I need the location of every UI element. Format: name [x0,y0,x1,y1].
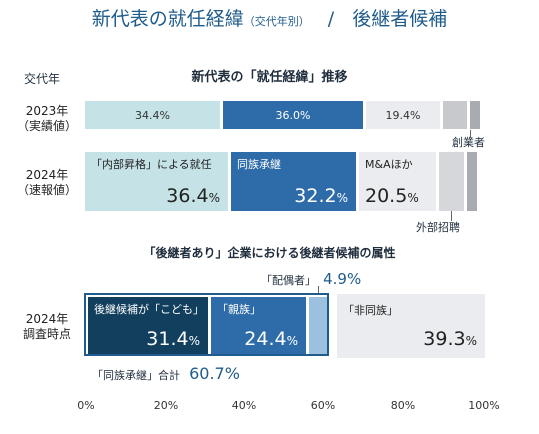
callout-spouse-value: 4.9% [323,270,362,288]
family-total-label: 「同族承継」合計 [92,369,180,382]
row-label-2023: 2023年 （実績値） [14,104,80,134]
bar-2024-family-name: 同族承継 [237,158,281,171]
bar-children-name: 後継候補が「こども」 [94,303,204,316]
column-header: 交代年 [24,72,61,86]
row-label-2023-year: 2023年 [25,104,69,118]
bar-2023-ma: 19.4% [366,101,440,129]
bar-2023-ma-label: 19.4% [385,108,421,122]
bar-relatives-number: 24.4 [244,328,287,350]
bar-2023-external [443,101,467,129]
bar-2023-internal-label: 34.4% [135,108,170,122]
bar-relatives-name: 「親族」 [217,303,261,316]
bar-2024-ma-number: 20.5 [365,185,408,207]
title-right: 後継者候補 [352,8,448,30]
x-tick-0: 0% [77,399,95,412]
x-tick-40: 40% [231,399,257,412]
row-label-survey: 2024年 調査時点 [14,312,80,342]
x-tick-60: 60% [310,399,336,412]
bar-2023-family: 36.0% [223,101,363,129]
pct-sign: % [336,191,348,205]
row-label-2024: 2024年 （速報値） [14,168,80,198]
bar-2023-founder [470,101,480,129]
label-founder: 創業者 [452,136,485,149]
row-label-survey-note: 調査時点 [22,327,71,341]
chart2-title: 「後継者あり」企業における後継者候補の属性 [143,246,396,260]
title-main: 新代表の就任経緯 [91,8,244,30]
pct-sign: % [188,334,200,348]
row-label-survey-year: 2024年 [25,312,69,326]
external-leader-line [451,211,452,221]
callout-spouse-name: 「配偶者」 [261,274,316,287]
bar-2024-founder [467,152,477,211]
bar-2024-family-value: 32.2% [294,185,348,207]
row-label-2024-note: （速報値） [16,183,77,197]
bar-2024-internal: 「内部昇格」による就任 36.4% [85,152,228,211]
spouse-leader-line [318,286,319,294]
row-label-2024-year: 2024年 [25,168,69,182]
bar-2024-internal-number: 36.4 [166,185,209,207]
page-title: 新代表の就任経緯（交代年別） / 後継者候補 [0,4,539,31]
family-succession-outline [84,293,329,356]
bar-2024-ma-name: M&Aほか [365,158,413,171]
bar-non-family-name: 「非同族」 [343,304,398,317]
pct-sign: % [465,334,477,348]
bar-non-family: 「非同族」 39.3% [337,294,485,358]
pct-sign: % [407,191,419,205]
bar-2024-internal-name: 「内部昇格」による就任 [91,158,212,171]
pct-sign: % [286,334,298,348]
bar-2024-family: 同族承継 32.2% [231,152,356,211]
row-label-2023-note: （実績値） [16,119,77,133]
bar-non-family-value: 39.3% [423,328,477,350]
bar-relatives: 「親族」 24.4% [211,297,306,354]
bar-children-value: 31.4% [146,328,200,350]
family-total: 「同族承継」合計 60.7% [92,364,240,383]
x-tick-80: 80% [390,399,416,412]
bar-spouse [309,297,327,354]
title-separator: / [327,8,335,30]
bar-2023-family-label: 36.0% [275,108,311,122]
bar-relatives-value: 24.4% [244,328,298,350]
label-external: 外部招聘 [416,221,460,234]
bar-2024-ma-value: 20.5% [365,185,419,207]
bar-2024-external [439,152,464,211]
bar-2023-internal: 34.4% [85,101,220,129]
chart1-title: 新代表の「就任経緯」推移 [191,70,348,85]
family-total-value: 60.7% [189,364,240,383]
title-sub: （交代年別） [243,15,310,28]
x-tick-100: 100% [468,399,500,412]
bar-2024-internal-value: 36.4% [166,185,220,207]
bar-2024-ma: M&Aほか 20.5% [359,152,436,211]
founder-leader-line [470,130,471,138]
x-tick-20: 20% [153,399,179,412]
bar-2024-family-number: 32.2 [294,185,337,207]
callout-spouse: 「配偶者」 4.9% [261,269,361,288]
bar-non-family-number: 39.3 [423,328,466,350]
bar-children: 後継候補が「こども」 31.4% [88,297,208,354]
pct-sign: % [208,191,220,205]
bar-children-number: 31.4 [146,328,189,350]
